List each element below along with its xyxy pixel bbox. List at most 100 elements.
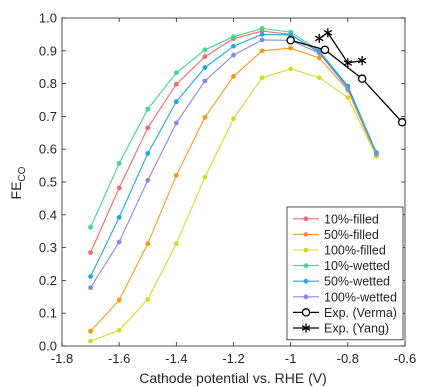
series-100-wetted [88,37,379,291]
data-point [316,75,322,81]
data-point [316,50,322,56]
y-axis-label-subscript: CO [17,166,28,181]
data-point [88,274,93,279]
data-point [286,36,295,45]
data-point [259,75,265,81]
data-point [116,327,122,333]
y-tick-label: 0.2 [39,273,57,288]
x-tick-label: -1.6 [108,351,130,366]
data-point [173,120,179,126]
data-point [145,177,151,183]
data-point [345,86,351,91]
legend-label: 100%-filled [324,244,386,258]
data-point [88,338,93,344]
data-point [88,250,93,255]
x-axis-label: Cathode potential vs. RHE (V) [139,370,327,386]
data-point [357,56,367,66]
legend-label: 10%-wetted [324,259,390,273]
data-point [202,65,208,70]
legend-label: Exp. (Yang) [324,322,389,336]
data-point [202,114,208,120]
series-line [318,31,363,64]
y-axis-label: FECO [8,166,28,199]
data-point [202,174,208,180]
data-point [145,297,151,302]
x-tick-label: -0.8 [337,351,359,366]
data-point [173,81,179,87]
data-point [397,118,407,127]
x-tick-label: -0.6 [394,351,416,366]
x-tick-label: -1.4 [165,351,187,366]
data-point [343,58,353,68]
data-point [88,224,93,230]
y-tick-label: 0.4 [39,207,57,222]
data-point [345,95,351,101]
data-point [173,241,179,247]
legend-swatch-marker [303,216,309,222]
data-point [145,151,151,156]
legend-box [286,206,404,341]
data-point [316,55,322,61]
x-tick-label: -1.2 [222,351,244,366]
data-point [259,48,265,54]
series-100-filled [88,66,379,344]
data-point [173,173,179,178]
data-point [116,239,122,245]
data-point [320,45,330,55]
data-point [259,32,265,37]
data-point [145,125,151,131]
legend-swatch-marker [301,308,311,317]
y-tick-label: 0.0 [39,339,57,354]
data-point [231,73,236,79]
data-point [116,185,122,191]
y-tick-label: 1.0 [39,11,57,26]
legend-swatch-marker [303,294,309,300]
legend-swatch-marker [303,231,309,237]
y-tick-label: 0.7 [39,109,57,124]
data-point [88,328,93,334]
series-line [90,27,377,228]
data-point [231,34,236,40]
data-point [323,28,333,38]
data-point [288,66,294,72]
legend-label: Exp. (Verma) [324,306,397,320]
data-point [231,52,236,58]
legend-swatch-marker [301,323,311,333]
data-point [116,215,122,220]
y-tick-label: 0.1 [39,306,57,321]
y-tick-label: 0.6 [39,142,57,157]
y-tick-label: 0.8 [39,76,57,91]
data-point [116,160,122,166]
data-point [145,241,151,247]
series-line [290,39,403,123]
data-point [259,26,265,31]
data-point [145,106,151,112]
series-exp-yang [314,28,367,68]
legend-swatch-marker [303,247,309,253]
data-point [88,285,93,291]
x-tick-label: -1 [285,351,297,366]
data-point [202,54,208,60]
legend-swatch-marker [303,263,309,268]
data-point [259,37,265,43]
data-point [357,74,367,83]
legend-swatch-marker [303,278,309,284]
legend: 10%-filled 50%-filled 100%-filled10%-wette… [286,206,404,341]
x-tick-label: -1.8 [51,351,73,366]
data-point [231,43,236,49]
data-point [116,297,122,303]
data-point [288,45,294,51]
data-point [314,33,324,43]
data-point [374,151,379,157]
legend-label: 100%-wetted [324,290,397,304]
data-point [173,99,179,105]
data-point [202,78,208,84]
series-exp-verma [286,36,407,127]
legend-label: 10%-filled [324,212,379,226]
legend-label: 50%-filled [324,228,379,242]
y-tick-label: 0.3 [39,240,57,255]
data-point [202,47,208,53]
legend-label: 50%-wetted [324,275,390,289]
plot-area: -1.8 -1.6 -1.4 -1.2 -1 -0.8 -0.6 0.0 0.1 0.2 0.3 0.… [39,11,416,367]
